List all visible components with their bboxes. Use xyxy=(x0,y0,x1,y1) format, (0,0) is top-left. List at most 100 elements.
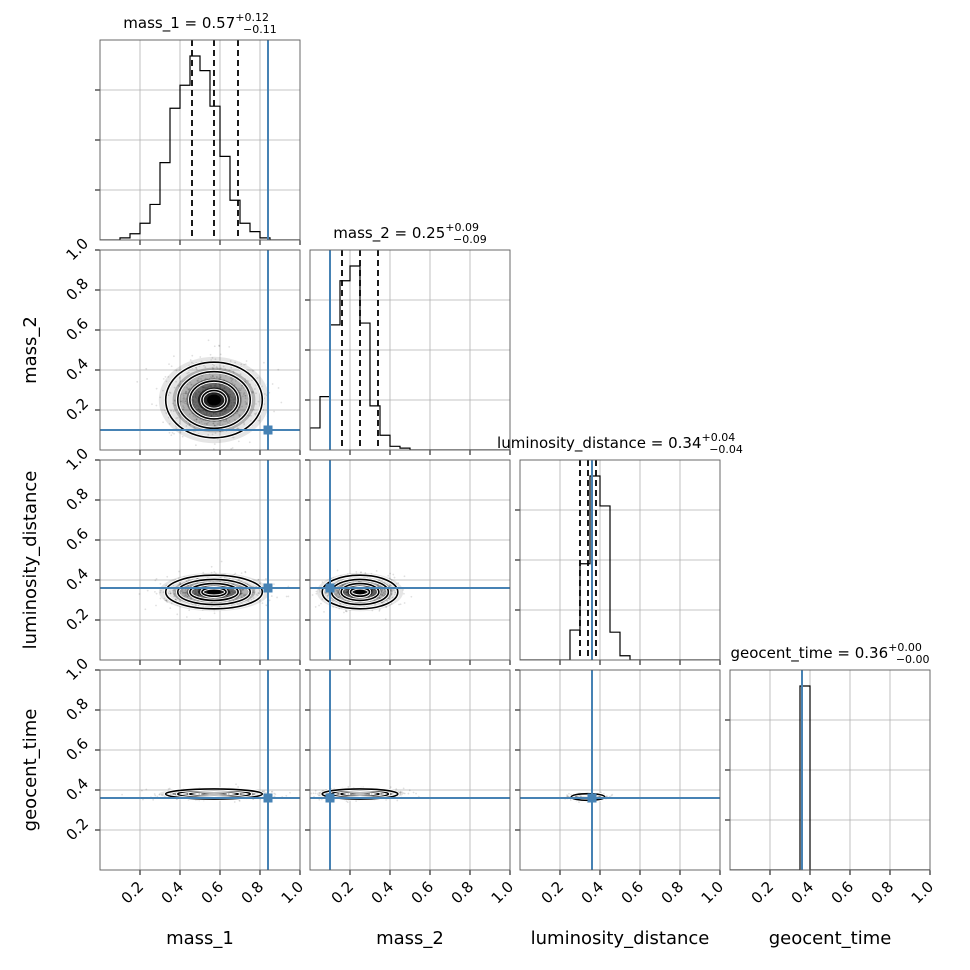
sample-point xyxy=(199,356,202,358)
sample-point xyxy=(219,367,222,370)
sample-point xyxy=(403,575,406,578)
sample-point xyxy=(166,601,169,603)
sample-point xyxy=(174,592,177,595)
sample-point xyxy=(175,598,177,601)
sample-point xyxy=(338,590,340,592)
sample-point xyxy=(167,592,170,595)
sample-point xyxy=(182,591,185,594)
sample-point xyxy=(208,373,211,376)
sample-point xyxy=(209,353,212,356)
sample-point xyxy=(225,390,228,392)
sample-point xyxy=(239,392,242,394)
sample-point xyxy=(382,592,385,595)
sample-point xyxy=(191,361,193,364)
sample-point xyxy=(226,595,229,598)
y-tick-label: 1.0 xyxy=(62,234,92,264)
y-tick-label: 0.4 xyxy=(62,774,92,804)
sample-point xyxy=(230,415,233,418)
sample-point xyxy=(223,387,226,390)
sample-point xyxy=(179,583,182,585)
panel-frame xyxy=(519,459,721,661)
sample-point xyxy=(155,604,157,607)
sample-point xyxy=(325,592,328,595)
sample-point xyxy=(168,787,171,790)
sample-point xyxy=(159,591,162,594)
sample-point xyxy=(232,370,235,373)
sample-point xyxy=(194,415,197,418)
sample-point xyxy=(227,411,230,414)
sample-point xyxy=(261,385,263,388)
sample-point xyxy=(372,590,375,593)
sample-point xyxy=(192,589,195,592)
sample-point xyxy=(318,798,321,801)
sample-point xyxy=(196,416,199,418)
sample-point xyxy=(214,413,217,416)
sample-point xyxy=(179,582,181,584)
sample-point xyxy=(304,595,306,597)
sample-point xyxy=(252,590,255,593)
sample-point xyxy=(254,413,257,416)
sample-point xyxy=(173,400,176,402)
title-minus: −0.04 xyxy=(709,443,743,456)
sample-point xyxy=(235,412,237,415)
sample-point xyxy=(345,593,348,596)
sample-point xyxy=(270,595,273,597)
sample-point xyxy=(199,409,201,412)
sample-point xyxy=(289,791,291,794)
x-tick-label: 1.0 xyxy=(488,878,518,908)
sample-point xyxy=(255,403,257,405)
sample-point xyxy=(384,590,386,593)
sample-point xyxy=(203,364,205,367)
sample-point xyxy=(236,427,239,430)
sample-point xyxy=(171,402,174,405)
sample-point xyxy=(187,388,190,391)
sample-point xyxy=(217,423,220,425)
sample-point xyxy=(331,599,333,602)
sample-point xyxy=(198,421,201,424)
sample-point xyxy=(332,605,335,608)
sample-point xyxy=(321,598,324,601)
sample-point xyxy=(154,590,156,593)
sample-point xyxy=(257,592,260,595)
sample-point xyxy=(228,345,231,348)
sample-point xyxy=(244,594,247,597)
sample-point xyxy=(228,390,231,393)
sample-point xyxy=(262,790,264,793)
sample-point xyxy=(359,571,362,574)
sample-point xyxy=(347,785,350,788)
sample-point xyxy=(146,378,148,380)
sample-point xyxy=(378,596,380,599)
sample-point xyxy=(243,392,246,394)
sample-point xyxy=(243,594,246,597)
sample-point xyxy=(185,616,188,618)
sample-point xyxy=(173,399,176,402)
sample-point xyxy=(255,392,257,395)
sample-point xyxy=(191,399,194,402)
sample-point xyxy=(370,595,373,597)
sample-point xyxy=(311,594,314,596)
panel-content xyxy=(304,460,510,660)
sample-point xyxy=(271,790,274,793)
sample-point xyxy=(381,594,384,596)
sample-point xyxy=(146,589,149,592)
sample-point xyxy=(162,377,165,380)
sample-point xyxy=(389,792,392,795)
sample-point xyxy=(211,433,214,436)
sample-point xyxy=(214,432,217,435)
sample-point xyxy=(195,393,198,396)
contour-line-1 xyxy=(340,582,380,602)
sample-point xyxy=(188,423,191,425)
sample-point xyxy=(252,597,255,600)
sample-point xyxy=(197,391,200,394)
sample-point xyxy=(184,400,187,403)
sample-point xyxy=(250,414,252,417)
sample-point xyxy=(138,593,141,595)
sample-point xyxy=(240,596,243,599)
sample-point xyxy=(242,594,245,597)
sample-point xyxy=(273,410,275,413)
sample-point xyxy=(257,419,260,422)
sample-point xyxy=(177,416,179,419)
sample-point xyxy=(251,379,253,382)
sample-point xyxy=(177,384,180,387)
sample-point xyxy=(223,386,226,389)
